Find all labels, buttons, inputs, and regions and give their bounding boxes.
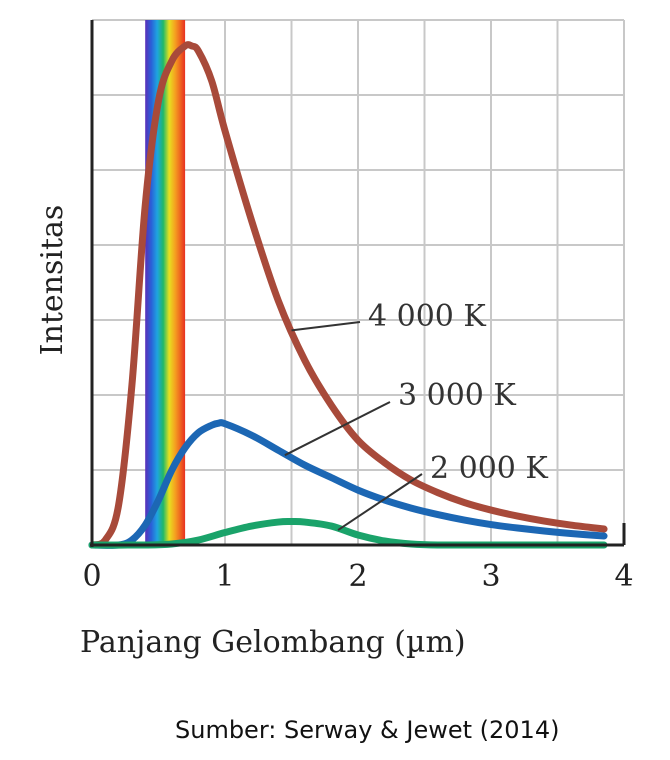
x-tick-label: 2	[348, 559, 367, 594]
series-line-3000k	[88, 419, 608, 549]
x-tick-label: 0	[82, 559, 101, 594]
source-caption: Sumber: Serway & Jewet (2014)	[175, 716, 560, 744]
series-label-leader	[291, 321, 361, 332]
series-labels: 4 000 K 3 000 K 2 000 K	[284, 299, 548, 531]
visible-spectrum-band	[145, 20, 186, 545]
series-label-leader	[284, 401, 391, 457]
blackbody-chart: 0 1 2 3 4 4 000 K 3 000 K 2 000 K Intensitas P…	[35, 19, 634, 660]
series-label-leader	[337, 473, 423, 531]
x-tick-labels: 0 1 2 3 4	[82, 559, 633, 594]
x-tick-label: 1	[215, 559, 234, 594]
axes	[90, 20, 626, 547]
x-tick-label: 3	[481, 559, 500, 594]
series-line-4000k	[88, 41, 608, 549]
x-tick-label: 4	[614, 559, 633, 594]
y-axis-title: Intensitas	[35, 205, 70, 356]
x-axis-title: Panjang Gelombang (µm)	[80, 625, 466, 660]
series-label: 3 000 K	[398, 378, 516, 413]
series-label: 4 000 K	[368, 299, 486, 334]
series-label: 2 000 K	[430, 451, 548, 486]
